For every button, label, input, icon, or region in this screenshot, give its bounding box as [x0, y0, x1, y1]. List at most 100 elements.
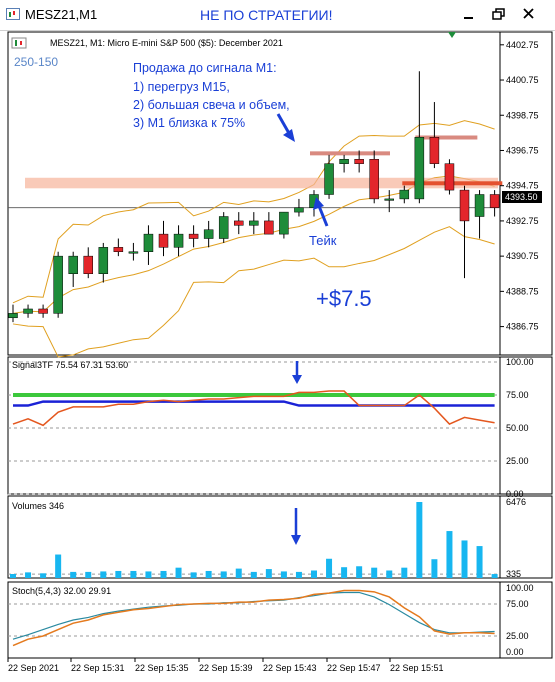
- take-label: Тейк: [309, 233, 337, 248]
- time-tick-label: 22 Sep 15:43: [263, 663, 317, 673]
- volume-bar: [491, 574, 498, 578]
- volume-bar: [175, 567, 182, 578]
- volume-bar: [311, 570, 317, 578]
- sell-arrow-icon: [276, 113, 295, 142]
- volume-bar: [85, 571, 92, 578]
- stoch-tick-label: 100.00: [506, 583, 534, 593]
- price-tick-label: 4392.75: [506, 216, 539, 226]
- candle-body: [459, 189, 470, 222]
- volume-bar: [356, 566, 363, 578]
- candle-body: [444, 163, 455, 191]
- signal-pane-label: Signal3TF 75.54 67.31 53.60: [12, 360, 128, 370]
- candle-body: [354, 159, 364, 164]
- candle-body: [339, 159, 349, 164]
- time-tick-label: 22 Sep 2021: [8, 663, 59, 673]
- volume-bar: [416, 502, 423, 578]
- candle-body: [429, 137, 440, 164]
- pane-frame-main: [7, 31, 501, 356]
- price-tick-label: 4402.75: [506, 40, 539, 50]
- candle-body: [113, 247, 124, 252]
- price-tick-label: 4398.75: [506, 110, 539, 120]
- signal-tick-label: 25.00: [506, 456, 529, 466]
- volume-arrow-icon: [291, 508, 301, 545]
- candle-body: [249, 220, 259, 226]
- time-tick-label: 22 Sep 15:47: [327, 663, 381, 673]
- volume-bar: [371, 567, 378, 578]
- candle-body: [203, 229, 214, 239]
- volume-bar: [10, 574, 16, 578]
- price-tick-label: 4400.75: [506, 75, 539, 85]
- price-tick-label: 4386.75: [506, 322, 539, 332]
- stoch-tick-label: 25.00: [506, 631, 529, 641]
- volume-bar: [446, 531, 453, 578]
- band-lower: [12, 226, 495, 358]
- candle-body: [324, 163, 334, 195]
- candle-body: [234, 220, 244, 226]
- volume-pane-label: Volumes 346: [12, 501, 64, 511]
- price-tick-label: 4390.75: [506, 251, 539, 261]
- candle-body: [8, 313, 18, 319]
- volume-bar: [265, 569, 272, 578]
- current-price-value: 4393.50: [505, 192, 538, 202]
- candle-body: [218, 216, 229, 239]
- volume-bar: [190, 572, 197, 578]
- candle-body: [489, 194, 500, 208]
- volume-bar: [160, 570, 167, 578]
- volume-tick-label: 335: [506, 569, 521, 579]
- signal-tick-label: 50.00: [506, 423, 529, 433]
- time-tick-label: 22 Sep 15:51: [390, 663, 444, 673]
- volume-bar: [326, 558, 333, 578]
- level-box-2: [415, 135, 478, 140]
- candle-body: [279, 211, 289, 235]
- candle-body: [173, 233, 184, 248]
- volume-bar: [40, 573, 47, 578]
- close-icon[interactable]: [520, 6, 538, 22]
- candle-body: [264, 220, 274, 235]
- volume-tick-label: 6476: [506, 497, 526, 507]
- volume-bar: [25, 572, 32, 578]
- take-arrow-icon: [313, 197, 329, 227]
- volume-bar: [235, 568, 242, 578]
- volume-bar: [476, 546, 483, 578]
- signal-line-orange: [12, 390, 495, 427]
- annotation-text: Продажа до сигнала М1: 1) перегруз М15, …: [133, 61, 290, 130]
- signal-tick-label: 0.00: [506, 489, 524, 499]
- volume-bar: [280, 571, 287, 578]
- candle-body: [414, 137, 425, 200]
- band-upper: [12, 120, 495, 304]
- minimize-icon[interactable]: [460, 6, 478, 22]
- volume-bar: [431, 559, 438, 578]
- pane-frame-sig: [7, 356, 501, 495]
- candle-body: [98, 247, 109, 274]
- axis-frame-sto: [499, 581, 553, 659]
- candle-body: [158, 233, 169, 248]
- candle-body: [474, 194, 485, 217]
- candle-body: [83, 255, 93, 274]
- level-box-1: [310, 151, 390, 156]
- current-price-tag: 4393.50: [502, 191, 542, 203]
- indicator-arrow-icon: [448, 32, 456, 38]
- restore-icon[interactable]: [490, 6, 508, 22]
- price-tick-label: 4388.75: [506, 286, 539, 296]
- volume-bar: [461, 540, 468, 578]
- annotation-line-3: 2) большая свеча и объем,: [133, 98, 290, 112]
- volume-bar: [205, 570, 212, 578]
- symbol-icon: [11, 37, 27, 49]
- axis-frame-vol: [499, 495, 553, 579]
- volume-bar: [145, 571, 152, 578]
- signal-line-blue: [13, 400, 495, 407]
- chart-window-icon: [6, 8, 20, 20]
- volume-bar: [295, 571, 302, 578]
- volume-bar: [100, 571, 107, 578]
- time-tick-label: 22 Sep 15:31: [71, 663, 125, 673]
- candle-body: [38, 308, 48, 314]
- window-title: MESZ21,M1: [25, 7, 98, 22]
- price-tick-label: 4394.75: [506, 181, 539, 191]
- volume-bar: [220, 571, 227, 578]
- candle-body: [53, 255, 63, 314]
- volume-bar: [250, 571, 257, 578]
- volume-bar: [70, 571, 77, 578]
- price-tick-label: 4396.75: [506, 145, 539, 155]
- time-tick-label: 22 Sep 15:35: [135, 663, 189, 673]
